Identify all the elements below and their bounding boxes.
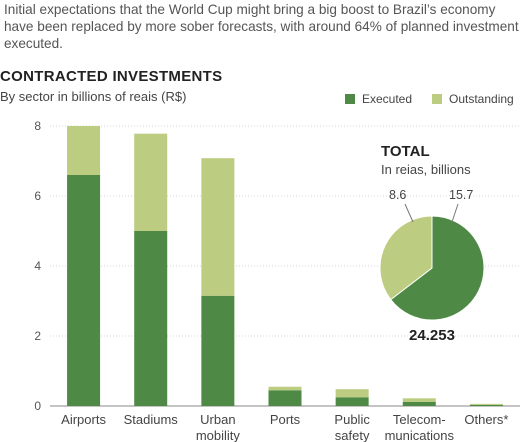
x-tick-label: Public: [334, 412, 370, 427]
legend-executed: Executed: [345, 92, 412, 106]
y-tick-label: 0: [34, 399, 41, 413]
pie-label-outstanding: 8.6: [389, 188, 406, 202]
bar-outstanding: [201, 158, 235, 296]
y-tick-label: 6: [34, 189, 41, 203]
pie-total-label: 24.253: [409, 327, 455, 344]
legend-outstanding-swatch: [432, 94, 442, 104]
legend-executed-label: Executed: [362, 92, 413, 106]
chart-title: CONTRACTED INVESTMENTS: [0, 68, 223, 85]
pie-leader-executed: [451, 203, 459, 223]
y-tick-label: 8: [34, 119, 41, 133]
bar-outstanding: [335, 389, 369, 398]
x-tick-label: mobility: [196, 428, 241, 442]
legend-outstanding: Outstanding: [432, 92, 514, 106]
pie-slice-executed: [389, 215, 485, 321]
bar-outstanding: [469, 403, 503, 405]
bar-executed: [201, 295, 235, 406]
bar-executed: [469, 404, 503, 406]
y-tick-label: 4: [34, 259, 41, 273]
x-tick-label: safety: [335, 428, 370, 442]
pie-title: TOTAL: [381, 143, 430, 160]
pie-subtitle: In reias, billions: [381, 162, 471, 177]
x-tick-label: Others*: [464, 412, 508, 427]
bar-outstanding: [67, 126, 101, 175]
bar-outstanding: [402, 398, 436, 402]
pie-label-executed: 15.7: [449, 188, 473, 202]
chart-subtitle: By sector in billions of reais (R$): [0, 89, 187, 104]
bar-executed: [402, 401, 436, 406]
x-tick-label: Ports: [270, 412, 301, 427]
x-tick-label: Telecom-: [393, 412, 446, 427]
x-tick-label: Airports: [61, 412, 106, 427]
bar-executed: [268, 390, 302, 406]
legend-executed-swatch: [345, 94, 355, 104]
bar-executed: [67, 175, 101, 406]
y-tick-label: 2: [34, 329, 41, 343]
bar-outstanding: [134, 133, 168, 231]
intro-text: Initial expectations that the World Cup …: [4, 2, 519, 51]
bar-executed: [134, 231, 168, 406]
bar-outstanding: [268, 386, 302, 391]
x-tick-label: munications: [385, 428, 455, 442]
pie-slice-outstanding: [379, 215, 433, 301]
bar-executed: [335, 397, 369, 406]
pie-leader-outstanding: [404, 203, 414, 223]
x-tick-label: Urban: [200, 412, 235, 427]
x-tick-label: Stadiums: [124, 412, 179, 427]
legend-outstanding-label: Outstanding: [449, 92, 514, 106]
